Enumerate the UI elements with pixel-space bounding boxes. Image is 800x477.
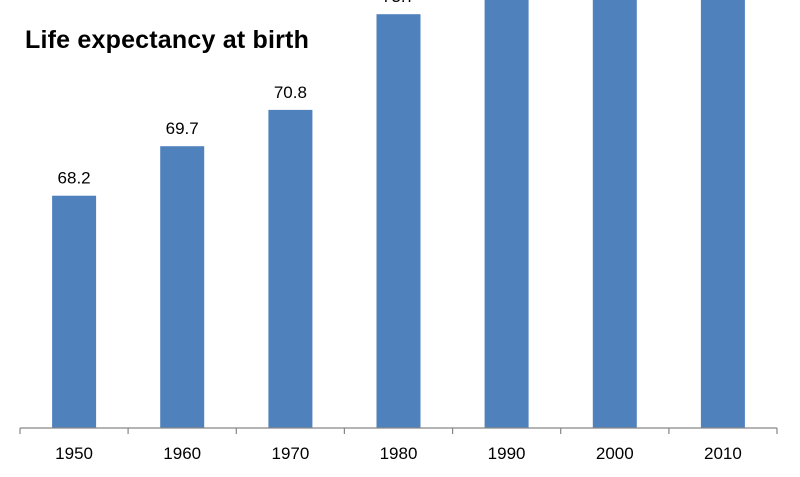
bars-layer (52, 0, 745, 429)
data-labels-layer: 68.269.770.873.775.476.878.7 (58, 0, 415, 188)
bar-2010 (700, 0, 745, 428)
x-tick-label-1980: 1980 (380, 444, 418, 463)
data-label-1960: 69.7 (166, 119, 199, 138)
bar-1960 (160, 146, 205, 428)
x-tick-labels: 1950 1960 1970 1980 1990 2000 2010 (55, 444, 742, 463)
x-tick-label-1960: 1960 (163, 444, 201, 463)
x-tick-label-1970: 1970 (271, 444, 309, 463)
data-label-1970: 70.8 (274, 83, 307, 102)
bar-1950 (52, 195, 97, 428)
data-label-1980: 73.7 (382, 0, 415, 6)
x-tick-label-2010: 2010 (704, 444, 742, 463)
data-label-1950: 68.2 (58, 169, 91, 188)
chart-title: Life expectancy at birth (25, 26, 310, 54)
bar-1980 (376, 14, 421, 428)
x-axis (19, 427, 778, 434)
x-tick-label-2000: 2000 (596, 444, 634, 463)
x-tick-label-1950: 1950 (55, 444, 93, 463)
bar-2000 (592, 0, 637, 428)
bar-1970 (268, 109, 313, 429)
x-tick-label-1990: 1990 (488, 444, 526, 463)
bar-1990 (484, 0, 529, 428)
